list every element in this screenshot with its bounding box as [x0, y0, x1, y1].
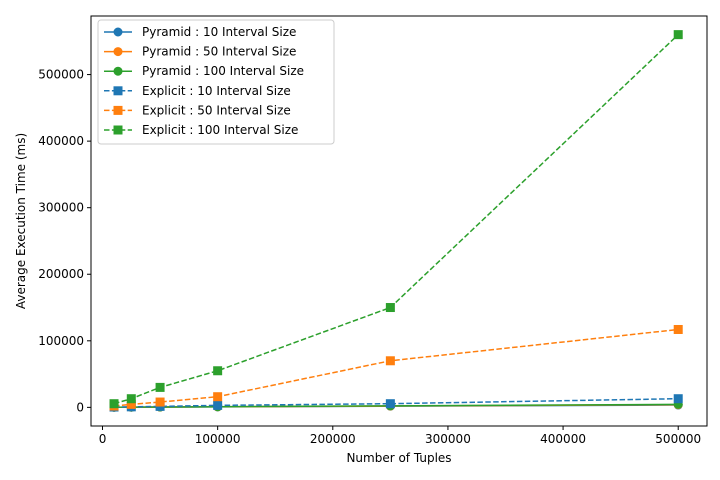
series-line — [113, 34, 679, 405]
legend-frame — [97, 19, 335, 145]
x-tick-label: 400000 — [540, 432, 586, 446]
x-axis: 0 100000 200000 300000 400000 500000 — [99, 426, 701, 446]
legend-item: Explicit : 10 Interval Size — [104, 84, 291, 98]
legend-label: Pyramid : 50 Interval Size — [142, 45, 296, 59]
legend-marker — [113, 66, 123, 76]
series-6 — [109, 30, 683, 409]
plot-area — [90, 15, 708, 427]
legend-marker — [113, 27, 123, 37]
y-axis-label: Average Execution Time (ms) — [14, 133, 28, 309]
legend-label: Explicit : 10 Interval Size — [142, 84, 291, 98]
x-tick-label: 200000 — [310, 432, 356, 446]
data-point — [673, 394, 683, 404]
y-tick-label: 300000 — [38, 201, 84, 215]
data-point — [673, 324, 683, 334]
series-layer — [109, 30, 683, 412]
data-point — [155, 397, 165, 407]
legend-label: Explicit : 100 Interval Size — [142, 123, 298, 137]
y-tick-label: 200000 — [38, 267, 84, 281]
y-axis: 0 100000 200000 300000 400000 500000 — [38, 68, 91, 414]
legend-item: Pyramid : 10 Interval Size — [104, 25, 296, 39]
x-tick-label: 0 — [99, 432, 107, 446]
series-4 — [109, 394, 683, 412]
y-tick-label: 0 — [76, 400, 84, 414]
y-tick-label: 400000 — [38, 134, 84, 148]
data-point — [109, 399, 119, 409]
x-tick-label: 500000 — [655, 432, 701, 446]
legend: Pyramid : 10 Interval Size Pyramid : 50 I… — [97, 19, 335, 145]
x-tick-label: 100000 — [195, 432, 241, 446]
legend-label: Pyramid : 100 Interval Size — [142, 64, 304, 78]
legend-item: Pyramid : 50 Interval Size — [104, 45, 296, 59]
legend-item: Pyramid : 100 Interval Size — [104, 64, 304, 78]
data-point — [673, 30, 683, 40]
data-point — [155, 382, 165, 392]
y-tick-label: 500000 — [38, 68, 84, 82]
data-point — [213, 366, 223, 376]
data-point — [213, 400, 223, 410]
data-point — [213, 392, 223, 402]
data-point — [385, 356, 395, 366]
legend-item: Explicit : 100 Interval Size — [104, 123, 298, 137]
legend-marker — [113, 86, 123, 96]
x-tick-label: 300000 — [425, 432, 471, 446]
plot-frame — [90, 15, 708, 427]
legend-label: Pyramid : 10 Interval Size — [142, 25, 296, 39]
legend-marker — [113, 125, 123, 135]
y-tick-label: 100000 — [38, 334, 84, 348]
legend-item: Explicit : 50 Interval Size — [104, 103, 291, 117]
data-point — [126, 394, 136, 404]
series-5 — [109, 324, 683, 411]
data-point — [385, 303, 395, 313]
x-axis-label: Number of Tuples — [346, 451, 451, 465]
data-point — [385, 399, 395, 409]
legend-label: Explicit : 50 Interval Size — [142, 103, 291, 117]
legend-marker — [113, 47, 123, 57]
series-line — [113, 328, 679, 407]
series-line — [114, 397, 679, 408]
legend-marker — [113, 105, 123, 115]
